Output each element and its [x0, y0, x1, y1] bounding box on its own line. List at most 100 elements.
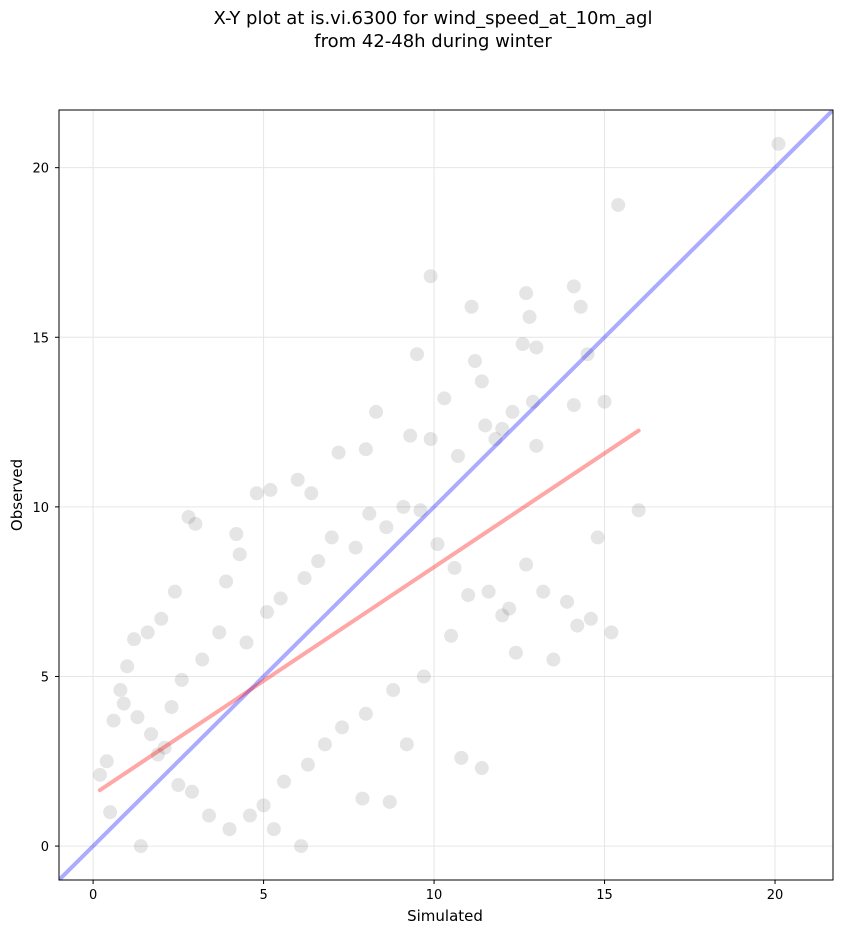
data-point — [611, 197, 626, 212]
plot-area — [59, 110, 833, 880]
data-point — [167, 584, 182, 599]
data-point — [290, 472, 305, 487]
data-point — [444, 628, 459, 643]
data-point — [396, 499, 411, 514]
data-point — [133, 839, 148, 854]
data-point — [525, 394, 540, 409]
data-point — [106, 713, 121, 728]
data-point — [222, 822, 237, 837]
x-tick-label: 0 — [89, 888, 97, 903]
data-point — [130, 710, 145, 725]
data-point — [566, 398, 581, 413]
data-point — [546, 652, 561, 667]
data-point — [447, 560, 462, 575]
data-point — [573, 299, 588, 314]
data-point — [311, 554, 326, 569]
data-point — [379, 520, 394, 535]
data-point — [263, 482, 278, 497]
data-point — [362, 506, 377, 521]
data-point — [464, 299, 479, 314]
data-point — [403, 428, 418, 443]
data-point — [495, 608, 510, 623]
data-point — [529, 438, 544, 453]
data-point — [256, 798, 271, 813]
data-point — [92, 767, 107, 782]
data-point — [127, 632, 142, 647]
data-point — [399, 737, 414, 752]
data-point — [386, 683, 401, 698]
data-point — [335, 720, 350, 735]
y-axis-label: Observed — [8, 459, 26, 531]
data-point — [317, 737, 332, 752]
data-point — [536, 584, 551, 599]
data-point — [164, 700, 179, 715]
y-tick-label: 5 — [41, 670, 49, 685]
data-point — [580, 347, 595, 362]
data-point — [232, 547, 247, 562]
x-tick-label: 20 — [767, 888, 784, 903]
data-point — [144, 727, 159, 742]
data-point — [382, 794, 397, 809]
data-point — [358, 706, 373, 721]
data-point — [331, 445, 346, 460]
data-point — [300, 757, 315, 772]
data-point — [430, 537, 445, 552]
data-point — [304, 486, 319, 501]
data-point — [474, 761, 489, 776]
data-point — [273, 591, 288, 606]
data-point — [140, 625, 155, 640]
data-point — [154, 611, 169, 626]
lines-layer — [59, 110, 833, 880]
x-tick-label: 10 — [426, 888, 443, 903]
data-point — [184, 784, 199, 799]
data-point — [423, 432, 438, 447]
data-point — [590, 530, 605, 545]
chart-title-line-2: from 42-48h during winter — [314, 31, 552, 52]
data-point — [99, 754, 114, 769]
axis-ticks: 0 5 10 15 20 0 5 10 15 20 — [32, 162, 783, 903]
chart-title-line-1: X-Y plot at is.vi.6300 for wind_speed_at… — [213, 8, 653, 29]
data-point — [423, 269, 438, 284]
y-tick-label: 0 — [41, 840, 49, 855]
data-point — [113, 683, 128, 698]
x-tick-label: 15 — [596, 888, 613, 903]
data-point — [502, 601, 517, 616]
data-point — [437, 391, 452, 406]
data-point — [103, 805, 118, 820]
data-point — [212, 625, 227, 640]
data-point — [294, 839, 309, 854]
x-tick-label: 5 — [259, 888, 267, 903]
data-point — [171, 778, 186, 793]
identity-line — [59, 110, 833, 880]
data-point — [474, 374, 489, 389]
data-point — [505, 404, 520, 419]
x-axis-label: Simulated — [407, 907, 483, 925]
data-point — [229, 527, 244, 542]
data-point — [560, 594, 575, 609]
data-point — [150, 747, 165, 762]
points-layer — [92, 136, 786, 854]
grid — [59, 110, 833, 880]
y-tick-label: 10 — [32, 501, 49, 516]
data-point — [266, 822, 281, 837]
data-point — [297, 571, 312, 586]
data-point — [467, 354, 482, 369]
data-point — [631, 503, 646, 518]
data-point — [454, 750, 469, 765]
data-point — [597, 394, 612, 409]
data-point — [522, 309, 537, 324]
data-point — [515, 337, 530, 352]
data-point — [355, 791, 370, 806]
data-point — [202, 808, 217, 823]
data-point — [219, 574, 234, 589]
data-point — [174, 672, 189, 687]
data-point — [416, 669, 431, 684]
data-point — [495, 421, 510, 436]
data-point — [410, 347, 425, 362]
data-point — [413, 503, 428, 518]
data-point — [181, 510, 196, 525]
data-point — [369, 404, 384, 419]
data-point — [508, 645, 523, 660]
